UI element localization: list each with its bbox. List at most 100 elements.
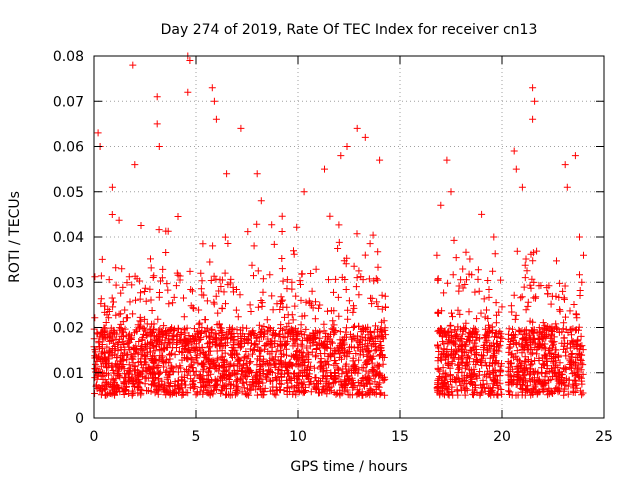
data-point (454, 306, 462, 314)
data-point (174, 384, 182, 392)
data-point (374, 303, 382, 310)
data-point (486, 354, 494, 362)
data-point (180, 313, 188, 321)
data-point (579, 370, 587, 378)
data-point (269, 377, 277, 385)
data-point (522, 255, 530, 263)
data-point (302, 325, 310, 333)
data-point (136, 379, 144, 387)
data-point (192, 334, 199, 342)
data-point (157, 277, 164, 285)
data-point (155, 293, 163, 301)
data-point (316, 334, 324, 342)
data-point (506, 388, 514, 396)
data-point (263, 316, 271, 324)
data-point (438, 374, 446, 382)
data-point (137, 391, 145, 399)
data-point (316, 344, 324, 352)
data-point (102, 319, 110, 326)
data-point (269, 356, 277, 364)
data-point (331, 357, 338, 365)
data-point (186, 362, 194, 370)
data-point-peak (353, 124, 361, 132)
data-point (162, 368, 170, 376)
data-point (214, 354, 222, 362)
data-point (246, 385, 254, 393)
data-point (256, 367, 263, 375)
data-point (520, 378, 528, 386)
data-point (145, 387, 153, 394)
data-point (343, 324, 350, 332)
data-point (535, 282, 543, 290)
data-point (234, 355, 242, 363)
data-point (109, 303, 117, 311)
data-point (353, 274, 361, 282)
data-point (354, 369, 362, 377)
y-tick-label: 0.06 (53, 140, 84, 156)
data-point (541, 369, 549, 377)
data-point (119, 283, 127, 291)
data-point (465, 270, 473, 278)
data-point (228, 324, 236, 332)
data-point (529, 318, 537, 326)
data-point (327, 353, 335, 361)
data-point (376, 390, 384, 398)
data-point (335, 238, 343, 246)
data-point (529, 349, 537, 357)
data-point (330, 389, 338, 396)
data-point (235, 341, 243, 349)
data-point (379, 360, 387, 368)
data-point (236, 291, 244, 299)
data-point (455, 365, 462, 373)
data-point (448, 309, 455, 317)
data-point (121, 306, 129, 314)
data-point (466, 380, 474, 387)
data-point (435, 326, 443, 334)
data-point (219, 333, 227, 341)
data-point (457, 276, 465, 284)
data-point (466, 338, 474, 346)
data-point (570, 376, 578, 384)
data-point (560, 294, 568, 302)
data-point (366, 327, 374, 335)
data-point (252, 368, 260, 376)
data-point (483, 306, 490, 314)
data-point (376, 371, 384, 379)
data-point (475, 287, 483, 295)
data-point (156, 329, 164, 337)
data-point (560, 319, 568, 327)
data-point (289, 316, 297, 324)
data-point (532, 293, 540, 301)
data-point (277, 293, 285, 301)
data-point (578, 342, 586, 350)
data-point (232, 306, 240, 314)
data-point (577, 374, 585, 382)
data-point (451, 333, 459, 340)
data-point (172, 363, 180, 371)
data-point (283, 276, 291, 284)
data-point (334, 366, 342, 374)
data-point (544, 391, 552, 399)
data-point (481, 313, 489, 321)
data-point (115, 361, 123, 369)
data-point (147, 365, 155, 373)
data-point (315, 389, 323, 397)
data-point (552, 320, 560, 328)
data-point (164, 286, 172, 294)
data-point (548, 364, 555, 372)
data-point (485, 293, 493, 301)
data-point (435, 348, 443, 355)
x-tick-label: 20 (493, 429, 511, 445)
data-point (310, 364, 318, 372)
data-point (95, 339, 103, 347)
data-point (342, 286, 350, 293)
data-point (472, 381, 480, 389)
data-point (111, 391, 119, 399)
data-point (129, 355, 137, 363)
data-point (363, 390, 371, 398)
data-point (381, 391, 389, 399)
data-point (286, 358, 294, 366)
data-point (103, 343, 111, 351)
data-point (113, 382, 121, 390)
data-point (355, 390, 363, 398)
